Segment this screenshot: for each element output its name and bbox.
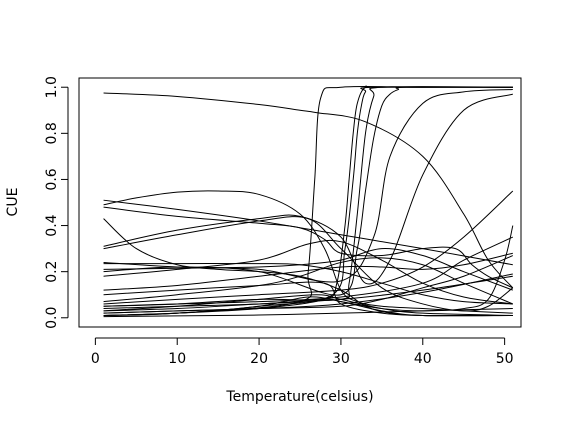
series-layer [103,85,514,318]
series-line-27 [103,296,513,317]
x-tick-label: 30 [332,351,350,367]
series-line-17 [103,252,513,291]
plot-frame [78,77,522,328]
series-line-16 [103,263,513,305]
x-tick-label: 0 [91,351,100,367]
y-tick-label: 0.2 [44,261,60,283]
series-line-7 [103,93,513,285]
series-line-6 [103,86,513,307]
series-line-25 [103,190,514,305]
series-line-26 [103,255,514,314]
x-axis: 0 10 20 30 40 50 [91,337,514,367]
y-axis-title: CUE [5,188,21,217]
series-line-11 [103,206,514,289]
y-tick-label: 0.8 [44,122,60,144]
x-tick-label: 40 [414,351,432,367]
series-line-28 [103,308,513,318]
x-tick-label: 10 [168,351,186,367]
series-line-15 [103,248,513,291]
x-tick-label: 50 [496,351,514,367]
series-line-5 [103,86,513,296]
series-line-13 [103,216,514,312]
x-tick-label: 20 [250,351,268,367]
y-tick-label: 1.0 [44,76,60,98]
series-line-19 [103,257,514,305]
y-axis: 0.0 0.2 0.4 0.6 0.8 1.0 [44,76,69,329]
series-line-24 [103,294,513,316]
series-line-9 [103,190,513,314]
series-line-1 [103,92,514,289]
y-tick-label: 0.6 [44,168,60,190]
y-tick-label: 0.0 [44,307,60,329]
series-line-20 [103,236,514,307]
series-line-2 [103,85,513,316]
series-line-23 [103,275,513,312]
x-axis-title: Temperature(celsius) [225,389,373,405]
series-line-10 [103,199,513,266]
y-tick-label: 0.4 [44,214,60,236]
series-line-3 [103,85,513,316]
